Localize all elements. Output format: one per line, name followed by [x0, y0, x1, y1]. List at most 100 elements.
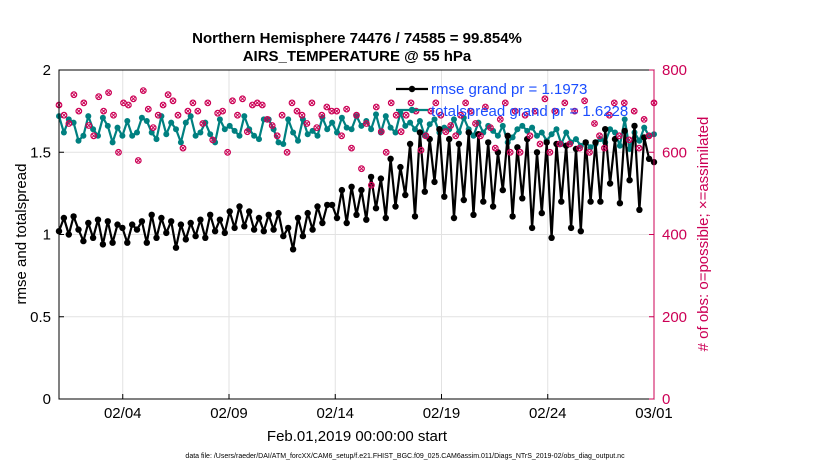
obs-assimilated-point: [483, 104, 488, 110]
obs-possible-point: [571, 107, 579, 115]
obs-assimilated-point: [631, 108, 637, 114]
obs-possible-point: [358, 165, 365, 173]
obs-assimilated-point: [250, 102, 255, 108]
rmse-point: [514, 144, 521, 151]
obs-assimilated-point: [235, 112, 240, 118]
spread-point: [177, 139, 184, 146]
rmse-point: [211, 228, 219, 235]
obs-possible-point: [149, 124, 157, 131]
obs-assimilated-point: [369, 182, 374, 188]
rmse-point: [255, 214, 263, 222]
obs-possible-point: [526, 132, 534, 140]
rmse-point: [236, 203, 243, 210]
obs-assimilated-point: [522, 112, 528, 118]
obs-assimilated-point: [200, 121, 206, 126]
spread-point: [382, 113, 389, 120]
spread-point: [324, 126, 331, 133]
obs-possible-point: [457, 111, 465, 119]
obs-assimilated-point: [140, 88, 146, 93]
rmse-point: [99, 241, 107, 248]
obs-possible-point: [491, 144, 499, 152]
rmse-point: [270, 226, 277, 233]
rmse-point: [446, 135, 453, 143]
spread-point: [509, 134, 516, 141]
rmse-point: [129, 221, 136, 228]
obs-assimilated-point: [294, 108, 300, 114]
obs-possible-point: [303, 120, 311, 127]
obs-possible-point: [392, 111, 400, 119]
legend-rmse-label: rmse grand pr = 1.1973: [431, 81, 587, 98]
rmse-point: [250, 226, 258, 233]
obs-possible-point: [437, 111, 445, 119]
rmse-point: [177, 221, 185, 228]
obs-assimilated-point: [329, 108, 335, 114]
obs-possible-point: [209, 136, 217, 144]
obs-possible-point: [402, 111, 410, 119]
legend-spread-label: totalspread grand pr = 1.6228: [431, 103, 628, 120]
obs-assimilated-point: [542, 96, 548, 102]
rmse-point: [402, 191, 409, 199]
obs-assimilated-point: [66, 121, 72, 126]
obs-assimilated-point: [344, 106, 349, 112]
obs-possible-point: [432, 99, 440, 107]
x-tick-label: 02/09: [210, 405, 248, 422]
rmse-point: [411, 213, 419, 220]
obs-possible-point: [422, 132, 430, 140]
rmse-point: [577, 228, 584, 235]
obs-assimilated-point: [364, 121, 369, 126]
rmse-point: [148, 211, 155, 218]
spread-point: [387, 124, 394, 131]
obs-assimilated-point: [572, 108, 578, 114]
spread-point: [529, 124, 536, 131]
rmse-point: [187, 219, 194, 227]
obs-possible-point: [566, 140, 574, 148]
obs-assimilated-point: [126, 102, 131, 108]
rmse-point: [436, 126, 443, 133]
rmse-point: [504, 132, 511, 139]
obs-assimilated-point: [582, 98, 587, 104]
spread-point: [153, 136, 160, 143]
x-tick-label: 03/01: [635, 405, 673, 422]
obs-assimilated-point: [121, 100, 126, 106]
rmse-point: [328, 201, 336, 209]
obs-possible-point: [501, 99, 509, 107]
obs-possible-point: [556, 140, 564, 148]
rmse-point: [587, 198, 594, 205]
obs-assimilated-point: [403, 112, 409, 118]
obs-possible-point: [144, 105, 152, 113]
obs-possible-point: [219, 107, 227, 115]
rmse-point: [450, 214, 458, 222]
obs-assimilated-point: [279, 112, 285, 118]
rmse-point: [172, 244, 180, 251]
spread-point: [226, 122, 233, 129]
spread-point: [280, 141, 287, 147]
obs-possible-point: [234, 111, 241, 119]
obs-assimilated-point: [230, 98, 235, 104]
obs-possible-point: [387, 99, 395, 107]
data-file-footer: data file: /Users/raeder/DAI/ATM_forcXX/…: [185, 453, 625, 460]
obs-assimilated-point: [264, 117, 270, 122]
spread-point: [538, 129, 545, 136]
obs-assimilated-point: [269, 123, 275, 128]
rmse-point: [645, 155, 653, 162]
left-y-axis-label: rmse and totalspread: [13, 164, 30, 305]
obs-assimilated-point: [517, 149, 523, 155]
spread-point: [494, 132, 501, 139]
spread-point: [499, 122, 506, 129]
y-tick-label-left: 2: [43, 62, 51, 79]
obs-possible-point: [606, 111, 613, 119]
rmse-point: [216, 216, 224, 223]
spread-point: [563, 129, 570, 136]
obs-assimilated-point: [131, 96, 136, 102]
rmse-point: [460, 196, 467, 204]
rmse-point: [377, 175, 385, 182]
spread-point: [392, 129, 399, 136]
rmse-point: [275, 209, 282, 217]
spread-point: [163, 131, 170, 138]
rmse-point: [353, 211, 360, 218]
x-tick-label: 02/04: [104, 405, 142, 422]
obs-assimilated-point: [626, 137, 632, 143]
spread-point: [90, 126, 97, 133]
rmse-point: [109, 239, 116, 246]
obs-assimilated-point: [155, 112, 161, 118]
